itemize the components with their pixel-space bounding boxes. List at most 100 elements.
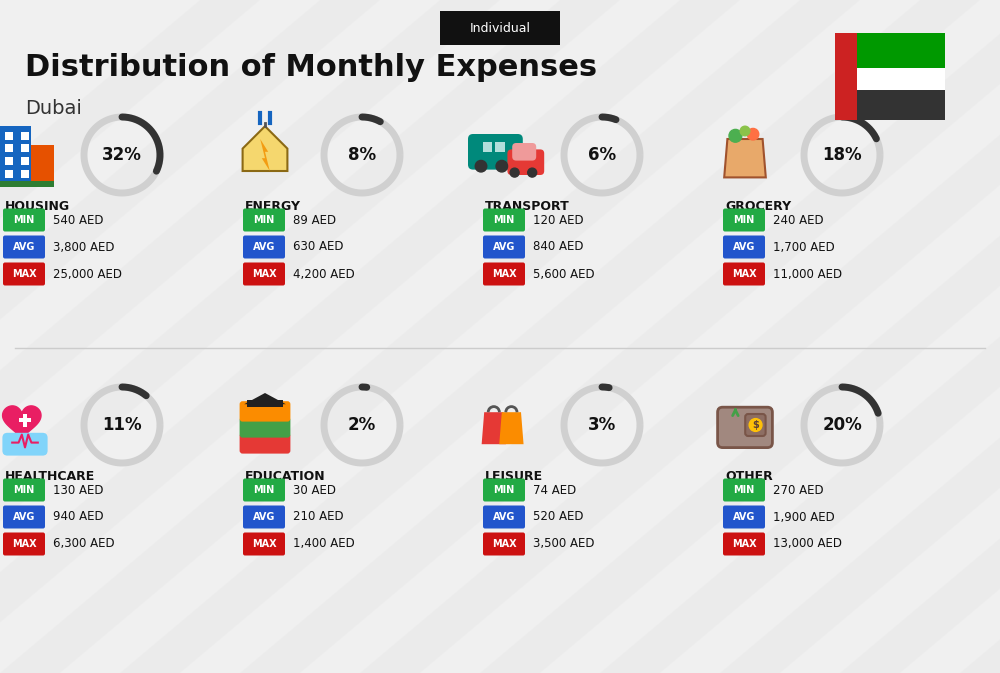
Text: MIN: MIN <box>13 485 35 495</box>
Text: MAX: MAX <box>492 269 516 279</box>
Polygon shape <box>0 0 380 673</box>
Circle shape <box>510 168 519 177</box>
FancyBboxPatch shape <box>745 414 766 436</box>
Text: AVG: AVG <box>13 512 35 522</box>
FancyBboxPatch shape <box>723 479 765 501</box>
Text: MAX: MAX <box>732 539 756 549</box>
Text: 540 AED: 540 AED <box>53 213 104 227</box>
FancyBboxPatch shape <box>240 417 290 437</box>
FancyBboxPatch shape <box>495 142 505 152</box>
FancyBboxPatch shape <box>5 145 13 153</box>
Text: 210 AED: 210 AED <box>293 511 344 524</box>
Polygon shape <box>0 0 260 673</box>
Polygon shape <box>260 139 270 171</box>
Text: Dubai: Dubai <box>25 98 82 118</box>
Text: AVG: AVG <box>733 512 755 522</box>
Text: MIN: MIN <box>253 485 275 495</box>
FancyBboxPatch shape <box>855 68 945 93</box>
FancyBboxPatch shape <box>243 532 285 555</box>
FancyBboxPatch shape <box>243 209 285 232</box>
FancyBboxPatch shape <box>440 11 560 45</box>
FancyBboxPatch shape <box>512 143 536 161</box>
Text: 1,900 AED: 1,900 AED <box>773 511 835 524</box>
FancyBboxPatch shape <box>19 418 31 422</box>
Text: Distribution of Monthly Expenses: Distribution of Monthly Expenses <box>25 53 597 83</box>
Text: MAX: MAX <box>12 269 36 279</box>
Text: AVG: AVG <box>253 242 275 252</box>
Polygon shape <box>600 0 1000 673</box>
Text: 32%: 32% <box>102 146 142 164</box>
Text: ENERGY: ENERGY <box>245 199 301 213</box>
Text: MIN: MIN <box>493 485 515 495</box>
Text: 840 AED: 840 AED <box>533 240 584 254</box>
Polygon shape <box>240 0 1000 673</box>
FancyBboxPatch shape <box>23 414 27 427</box>
Text: 630 AED: 630 AED <box>293 240 344 254</box>
FancyBboxPatch shape <box>723 209 765 232</box>
FancyBboxPatch shape <box>3 479 45 501</box>
Text: 6,300 AED: 6,300 AED <box>53 538 115 551</box>
Text: OTHER: OTHER <box>725 470 773 483</box>
Text: GROCERY: GROCERY <box>725 199 791 213</box>
Text: TRANSPORT: TRANSPORT <box>485 199 570 213</box>
FancyBboxPatch shape <box>855 33 945 73</box>
FancyBboxPatch shape <box>718 407 772 448</box>
FancyBboxPatch shape <box>2 433 48 456</box>
FancyBboxPatch shape <box>243 262 285 285</box>
Text: AVG: AVG <box>493 242 515 252</box>
Text: 18%: 18% <box>822 146 862 164</box>
FancyBboxPatch shape <box>468 134 523 170</box>
FancyBboxPatch shape <box>723 532 765 555</box>
Polygon shape <box>120 0 980 673</box>
Text: 11,000 AED: 11,000 AED <box>773 267 842 281</box>
Polygon shape <box>3 406 41 441</box>
FancyBboxPatch shape <box>855 90 945 120</box>
Text: 3%: 3% <box>588 416 616 434</box>
Text: AVG: AVG <box>253 512 275 522</box>
Text: 130 AED: 130 AED <box>53 483 104 497</box>
FancyBboxPatch shape <box>483 142 492 152</box>
FancyBboxPatch shape <box>3 209 45 232</box>
Text: MIN: MIN <box>733 485 755 495</box>
Text: 120 AED: 120 AED <box>533 213 584 227</box>
Circle shape <box>475 160 487 172</box>
Text: 13,000 AED: 13,000 AED <box>773 538 842 551</box>
Polygon shape <box>840 0 1000 673</box>
Polygon shape <box>482 412 506 444</box>
FancyBboxPatch shape <box>723 236 765 258</box>
Polygon shape <box>0 0 500 673</box>
Text: MAX: MAX <box>732 269 756 279</box>
FancyBboxPatch shape <box>243 479 285 501</box>
Circle shape <box>729 129 742 142</box>
Text: 3,500 AED: 3,500 AED <box>533 538 594 551</box>
FancyBboxPatch shape <box>483 479 525 501</box>
FancyBboxPatch shape <box>21 170 29 178</box>
FancyBboxPatch shape <box>240 401 290 421</box>
Polygon shape <box>0 0 860 673</box>
Polygon shape <box>360 0 1000 673</box>
Text: 240 AED: 240 AED <box>773 213 824 227</box>
FancyBboxPatch shape <box>483 236 525 258</box>
Polygon shape <box>480 0 1000 673</box>
Text: HEALTHCARE: HEALTHCARE <box>5 470 95 483</box>
FancyBboxPatch shape <box>240 433 290 454</box>
FancyBboxPatch shape <box>0 180 54 187</box>
FancyBboxPatch shape <box>247 400 283 407</box>
FancyBboxPatch shape <box>5 132 13 139</box>
Circle shape <box>496 160 508 172</box>
Text: AVG: AVG <box>13 242 35 252</box>
Polygon shape <box>724 139 766 178</box>
Text: MAX: MAX <box>252 539 276 549</box>
Text: MIN: MIN <box>253 215 275 225</box>
Text: 20%: 20% <box>822 416 862 434</box>
Text: MAX: MAX <box>12 539 36 549</box>
Polygon shape <box>0 0 620 673</box>
Text: MAX: MAX <box>252 269 276 279</box>
Circle shape <box>749 419 762 431</box>
Text: 1,700 AED: 1,700 AED <box>773 240 835 254</box>
Circle shape <box>747 129 759 140</box>
Text: 520 AED: 520 AED <box>533 511 584 524</box>
Text: 25,000 AED: 25,000 AED <box>53 267 122 281</box>
Text: $: $ <box>752 420 759 430</box>
FancyBboxPatch shape <box>31 145 54 184</box>
